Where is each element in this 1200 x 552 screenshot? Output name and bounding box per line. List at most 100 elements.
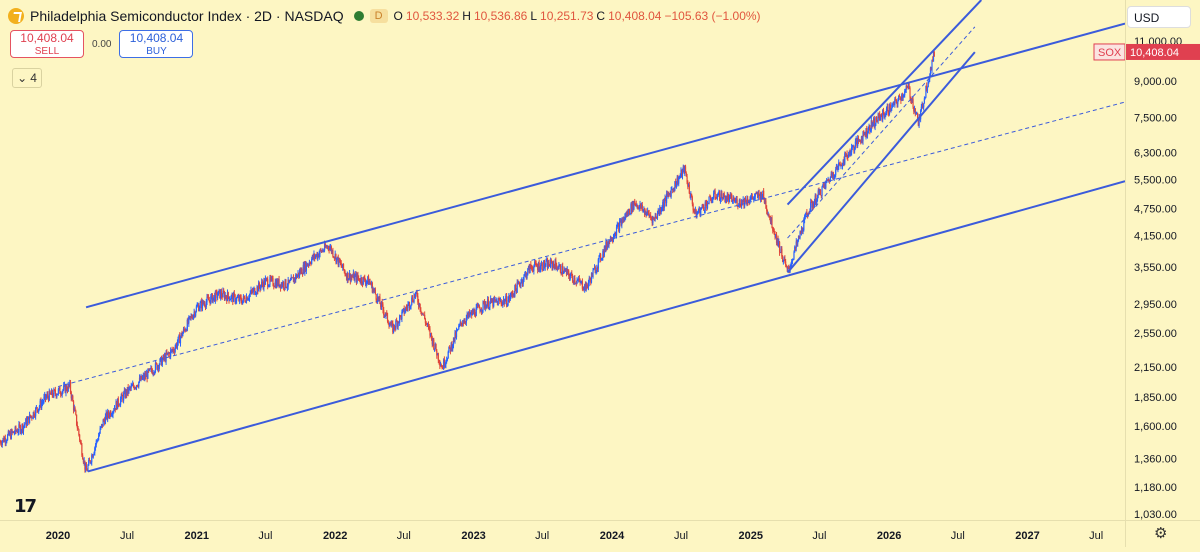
candle-body [377, 296, 379, 302]
candle-body [145, 374, 147, 377]
candle-body [193, 311, 195, 315]
steep-upper-line[interactable] [786, 0, 983, 206]
candle-body [222, 290, 224, 298]
candle-body [405, 307, 408, 309]
candle-body [480, 310, 482, 312]
steep-lower-line[interactable] [786, 51, 976, 274]
collapse-indicators-button[interactable]: ⌄ 4 [12, 68, 42, 88]
candle-body [399, 315, 401, 323]
candle-body [307, 264, 309, 267]
candle-body [864, 133, 866, 137]
candle-body [428, 326, 430, 329]
candle-body [10, 430, 12, 439]
candle-body [16, 430, 18, 432]
candle-body [423, 314, 425, 316]
candle-body [775, 234, 777, 237]
candle-body [119, 404, 121, 406]
candle-body [897, 99, 899, 105]
price-scale[interactable]: 11,000.00 9,000.00 7,500.00 6,300.00 5,500.0… [1125, 0, 1200, 521]
candle-body [885, 113, 887, 115]
candle-body [245, 296, 248, 303]
candle-body [65, 386, 67, 393]
channel-upper-line[interactable] [85, 22, 1126, 309]
candle-body [109, 411, 111, 417]
candle-body [559, 264, 562, 273]
candle-body [855, 139, 857, 142]
candle-body [339, 258, 341, 263]
candle-body [746, 198, 748, 204]
candle-body [873, 118, 875, 127]
candle-body [547, 261, 549, 269]
candle-body [554, 260, 556, 269]
candle-body [359, 281, 361, 283]
candle-body [404, 311, 406, 314]
candle-body [674, 181, 676, 191]
candle-body [237, 296, 239, 298]
candle-body [707, 203, 709, 204]
candle-body [107, 411, 110, 416]
candle-body [88, 460, 90, 466]
buy-label: BUY [146, 46, 167, 57]
candle-body [138, 377, 141, 382]
candle-body [363, 277, 365, 278]
candle-body [849, 151, 851, 156]
market-status-icon[interactable] [353, 11, 364, 21]
candle-body [794, 246, 797, 248]
candle-body [223, 290, 225, 293]
candle-body [637, 207, 640, 210]
candle-body [677, 177, 679, 184]
candle-body [481, 309, 483, 312]
candle-body [399, 315, 402, 317]
candle-body [571, 275, 574, 281]
settings-gear-icon[interactable]: ⚙ [1154, 525, 1168, 542]
candle-body [725, 198, 727, 203]
candle-body [793, 252, 795, 259]
candle-body [550, 259, 552, 262]
candle-body [772, 230, 775, 232]
candle-body [161, 359, 163, 366]
sell-button[interactable]: 10,408.04 SELL [10, 30, 84, 58]
candle-body [532, 269, 534, 272]
candle-body [176, 343, 178, 348]
candle-body [838, 162, 840, 167]
candle-body [816, 201, 818, 204]
symbol-title[interactable]: Philadelphia Semiconductor Index · 2D · … [30, 8, 344, 24]
candle-body [19, 425, 22, 433]
candle-body [57, 389, 59, 394]
candle-body [537, 262, 540, 270]
candle-body [44, 394, 47, 399]
candle-body [5, 441, 7, 443]
interval-badge[interactable]: D [369, 9, 388, 23]
tradingview-logo-icon[interactable]: 17 [14, 496, 37, 517]
candle-body [810, 202, 812, 211]
candle-body [176, 342, 179, 348]
steep-mid-line[interactable] [787, 26, 976, 239]
channel-mid-line[interactable] [57, 101, 1126, 388]
buy-button[interactable]: 10,408.04 BUY [119, 30, 194, 58]
candle-body [398, 321, 400, 323]
candle-body [408, 302, 410, 305]
candle-body [568, 275, 571, 279]
candle-body [465, 317, 467, 323]
candle-body [738, 199, 740, 206]
time-scale[interactable]: 2020 Jul 2021 Jul 2022 Jul 2023 Jul 2024 Jul 2025 J… [0, 520, 1125, 547]
channel-lower-line[interactable] [87, 180, 1126, 473]
price-plot[interactable]: SOX [0, 0, 1126, 520]
candle-body [214, 291, 216, 302]
candle-body [929, 67, 932, 76]
candle-body [729, 195, 731, 196]
candle-body [34, 416, 36, 418]
candle-body [682, 166, 684, 170]
candle-body [217, 295, 219, 298]
candle-body [785, 265, 788, 267]
candle-body [926, 85, 928, 91]
candle-body [361, 282, 364, 285]
candle-body [136, 385, 138, 387]
candle-body [872, 123, 874, 126]
plot-area[interactable]: SOX [0, 0, 1126, 520]
candle-body [447, 352, 449, 359]
currency-selector[interactable]: USD [1127, 6, 1191, 28]
candle-body [537, 266, 539, 270]
candle-body [854, 141, 857, 148]
candle-body [850, 152, 852, 156]
